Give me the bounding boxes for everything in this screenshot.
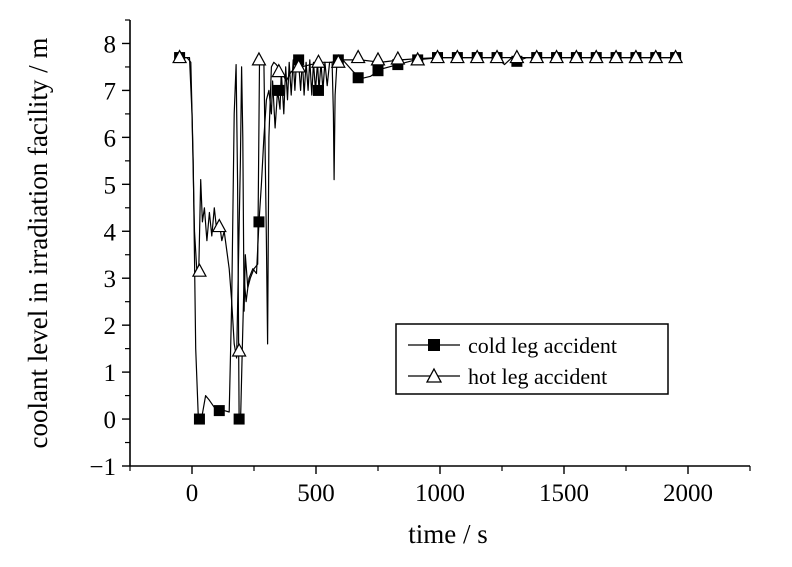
data-point-cold-leg [392,59,404,71]
data-point-hot-leg [291,58,307,73]
legend-marker-cold-leg [428,339,440,351]
data-point-hot-leg [430,49,446,64]
data-point-hot-leg [588,49,604,64]
data-point-hot-leg [330,53,346,68]
legend: cold leg accident hot leg accident [395,323,669,395]
plot-area-frame [130,20,750,466]
data-point-hot-leg [271,63,287,78]
legend-label-hot-leg: hot leg accident [468,364,607,389]
tick-labels: 0 500 1000 1500 2000 −1 0 1 2 3 4 5 6 7 8 [89,31,713,507]
y-tick-label: 1 [104,360,117,387]
x-tick-label: 0 [186,480,199,507]
x-tick-label: 2000 [663,480,713,507]
y-tick-label: 4 [104,219,117,246]
data-point-hot-leg [568,49,584,64]
data-point-cold-leg [193,413,205,425]
x-tick-label: 500 [297,480,335,507]
data-point-hot-leg [509,49,525,64]
data-point-hot-leg [350,49,366,64]
series-line-hot-leg [179,57,679,359]
data-point-hot-leg [489,49,505,64]
data-point-cold-leg [213,405,225,417]
data-point-hot-leg [231,342,247,357]
data-point-cold-leg [273,84,285,96]
y-tick-label: 3 [104,266,117,293]
axes [122,19,751,474]
x-tick-label: 1000 [415,480,465,507]
x-axis-title: time / s [408,519,488,549]
data-point-cold-leg [253,216,265,228]
y-tick-label: 7 [104,78,117,105]
data-point-hot-leg [608,49,624,64]
data-point-hot-leg [469,49,485,64]
data-point-hot-leg [172,49,188,64]
data-point-cold-leg [312,84,324,96]
data-point-hot-leg [211,218,227,233]
y-tick-label: 0 [104,407,117,434]
data-point-hot-leg [410,51,426,66]
data-point-hot-leg [449,49,465,64]
y-tick-label: 6 [104,125,117,152]
data-point-cold-leg [352,72,364,84]
y-tick-label: 8 [104,31,117,58]
data-point-hot-leg [370,51,386,66]
y-tick-label: 2 [104,313,117,340]
series-line-cold-leg [179,57,679,420]
data-point-hot-leg [251,51,267,66]
data-point-cold-leg [233,413,245,425]
data-point-hot-leg [549,49,565,64]
data-point-hot-leg [310,53,326,68]
legend-marker-hot-leg [425,367,443,383]
data-point-hot-leg [648,49,664,64]
y-tick-label: 5 [104,172,117,199]
x-tick-label: 1500 [539,480,589,507]
data-point-cold-leg [372,65,384,77]
data-point-hot-leg [390,50,406,65]
series-markers [172,49,684,425]
data-point-hot-leg [191,262,207,277]
data-point-hot-leg [668,49,684,64]
y-axis-title: coolant level in irradiation facility / … [23,38,53,449]
data-point-hot-leg [628,49,644,64]
legend-label-cold-leg: cold leg accident [468,333,617,358]
y-tick-label: −1 [89,454,116,481]
data-point-hot-leg [529,49,545,64]
